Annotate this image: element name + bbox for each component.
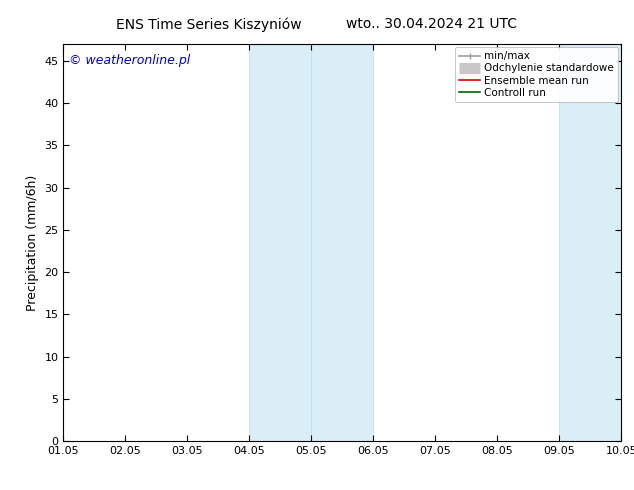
Text: ENS Time Series Kiszyniów: ENS Time Series Kiszyniów (117, 17, 302, 32)
Bar (249, 44, 311, 441)
Bar (311, 44, 373, 441)
Text: wto.. 30.04.2024 21 UTC: wto.. 30.04.2024 21 UTC (346, 17, 517, 31)
Legend: min/max, Odchylenie standardowe, Ensemble mean run, Controll run: min/max, Odchylenie standardowe, Ensembl… (455, 47, 618, 102)
Bar (559, 44, 621, 441)
Text: © weatheronline.pl: © weatheronline.pl (69, 54, 190, 67)
Y-axis label: Precipitation (mm/6h): Precipitation (mm/6h) (26, 174, 39, 311)
